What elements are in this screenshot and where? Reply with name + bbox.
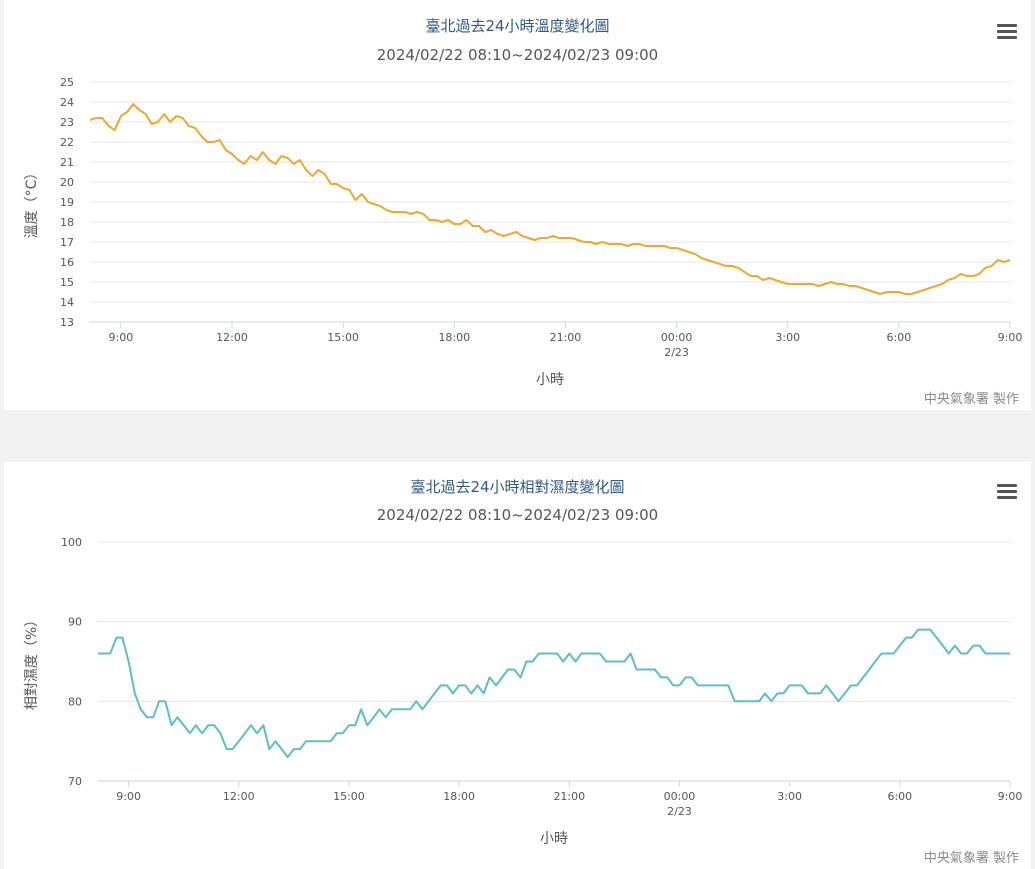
hamburger-menu-icon-bar: [997, 30, 1017, 33]
x-tick-sublabel: 2/23: [667, 805, 692, 818]
y-tick-label: 100: [61, 536, 82, 549]
temperature-chart-plot: 13 14 15 16 17 18 19 20 21 22 23 24 25 9:00 12:00 15:00…: [24, 76, 1023, 388]
humidity-chart-plot: 70 80 90 100 9:00 12:00 15:00 18:00 21:00 00:00 2/…: [24, 536, 1023, 847]
hamburger-menu-icon-bar: [997, 496, 1017, 499]
y-tick-label: 14: [60, 296, 74, 309]
temperature-chart-subtitle: 2024/02/22 08:10~2024/02/23 09:00: [376, 46, 659, 64]
y-tick-label: 25: [60, 76, 74, 89]
y-axis-label: 相對濕度（%）: [24, 613, 40, 710]
x-tick-label: 21:00: [553, 790, 585, 803]
y-tick-label: 20: [60, 176, 74, 189]
x-tick-sublabel: 2/23: [664, 346, 689, 359]
hamburger-menu-icon: [997, 24, 1017, 27]
x-tick-label: 15:00: [327, 331, 359, 344]
y-tick-label: 19: [60, 196, 74, 209]
x-tick-label: 9:00: [998, 331, 1023, 344]
chart-menu-button[interactable]: [997, 484, 1017, 500]
hamburger-menu-icon-bar: [997, 36, 1017, 39]
x-tick-label: 6:00: [887, 790, 912, 803]
y-tick-label: 21: [60, 156, 74, 169]
x-tick-label: 00:00: [664, 790, 696, 803]
y-tick-label: 16: [60, 256, 74, 269]
y-tick-label: 24: [60, 96, 74, 109]
x-tick-label: 3:00: [775, 331, 800, 344]
x-tick-label: 15:00: [333, 790, 365, 803]
x-tick-label: 18:00: [443, 790, 475, 803]
x-tick-label: 00:00: [661, 331, 693, 344]
x-tick-label: 18:00: [438, 331, 470, 344]
y-tick-label: 22: [60, 136, 74, 149]
x-tick-label: 3:00: [777, 790, 802, 803]
x-tick-label: 12:00: [216, 331, 248, 344]
temperature-chart-title: 臺北過去24小時溫度變化圖: [425, 17, 610, 35]
x-axis-label: 小時: [540, 831, 568, 847]
x-tick-label: 12:00: [223, 790, 255, 803]
y-tick-label: 15: [60, 276, 74, 289]
hamburger-menu-icon-bar: [997, 490, 1017, 493]
y-axis-label: 溫度（°C）: [24, 166, 40, 239]
humidity-chart-subtitle: 2024/02/22 08:10~2024/02/23 09:00: [376, 506, 659, 524]
y-tick-label: 80: [68, 695, 82, 708]
series-line: [89, 103, 1011, 295]
x-tick-label: 6:00: [887, 331, 912, 344]
y-tick-label: 70: [68, 775, 82, 788]
y-tick-label: 13: [60, 316, 74, 329]
humidity-chart-title: 臺北過去24小時相對濕度變化圖: [410, 478, 625, 496]
hamburger-menu-icon: [997, 484, 1017, 487]
series-line: [98, 628, 1010, 759]
credit-label: 中央氣象署 製作: [923, 851, 1019, 866]
y-tick-label: 23: [60, 116, 74, 129]
y-tick-label: 18: [60, 216, 74, 229]
humidity-chart-panel: 臺北過去24小時相對濕度變化圖 2024/02/22 08:10~2024/02…: [4, 462, 1031, 869]
x-tick-label: 9:00: [998, 790, 1023, 803]
chart-grid: [90, 81, 1010, 323]
x-tick-label: 21:00: [550, 331, 582, 344]
x-tick-label: 9:00: [116, 790, 141, 803]
credit-label: 中央氣象署 製作: [923, 392, 1019, 407]
chart-menu-button[interactable]: [997, 24, 1017, 40]
y-tick-label: 17: [60, 236, 74, 249]
temperature-chart-panel: 臺北過去24小時溫度變化圖 2024/02/22 08:10~2024/02/2…: [4, 0, 1031, 410]
x-tick-label: 9:00: [109, 331, 134, 344]
y-tick-label: 90: [68, 616, 82, 629]
x-axis-label: 小時: [536, 372, 564, 388]
